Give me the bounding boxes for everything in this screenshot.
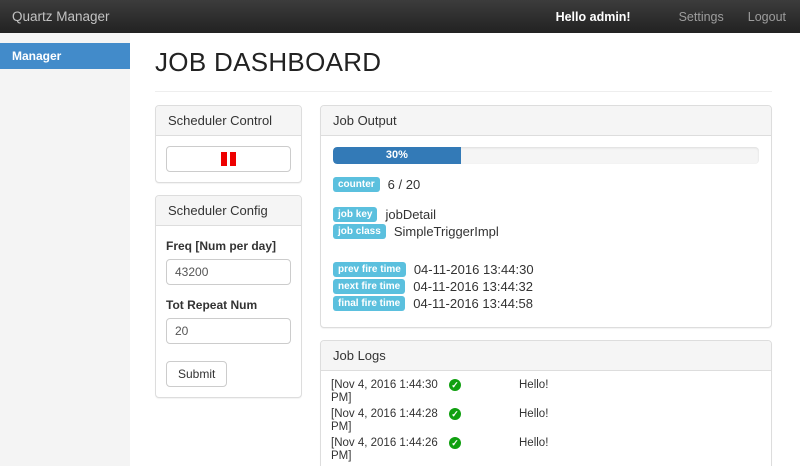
repeat-num-input[interactable]	[166, 318, 291, 344]
sidebar: Manager	[0, 33, 130, 466]
job-logs-body: [Nov 4, 2016 1:44:30 PM] ✓ Hello! [Nov 4…	[321, 371, 771, 466]
user-greeting: Hello admin!	[555, 9, 631, 24]
progress-bar-fill: 30%	[333, 147, 461, 164]
final-fire-time-badge: final fire time	[333, 296, 406, 311]
log-row: [Nov 4, 2016 1:44:30 PM] ✓ Hello!	[331, 376, 761, 405]
job-logs-title: Job Logs	[321, 341, 771, 371]
final-fire-time-line: final fire time 04-11-2016 13:44:58	[333, 296, 759, 311]
job-output-title: Job Output	[321, 106, 771, 136]
scheduler-control-title: Scheduler Control	[156, 106, 301, 136]
prev-fire-time-value: 04-11-2016 13:44:30	[413, 262, 534, 277]
freq-field-label: Freq [Num per day]	[166, 239, 277, 253]
logout-link[interactable]: Logout	[747, 9, 786, 24]
success-check-icon: ✓	[449, 437, 461, 449]
pause-icon	[221, 152, 227, 166]
counter-line: counter 6 / 20	[333, 177, 759, 192]
pause-icon	[230, 152, 236, 166]
submit-button[interactable]: Submit	[166, 361, 228, 387]
next-fire-time-value: 04-11-2016 13:44:32	[413, 279, 533, 294]
prev-fire-time-line: prev fire time 04-11-2016 13:44:30	[333, 262, 759, 277]
prev-fire-time-badge: prev fire time	[333, 262, 406, 277]
success-check-icon: ✓	[449, 408, 461, 420]
final-fire-time-value: 04-11-2016 13:44:58	[413, 296, 533, 311]
success-check-icon: ✓	[449, 379, 461, 391]
freq-input[interactable]	[166, 259, 291, 285]
spacer	[333, 241, 759, 262]
job-key-badge: job key	[333, 207, 378, 222]
page-title: JOB DASHBOARD	[155, 47, 772, 92]
next-fire-time-badge: next fire time	[333, 279, 406, 294]
log-timestamp: [Nov 4, 2016 1:44:26 PM]	[331, 437, 438, 462]
job-logs-panel: Job Logs [Nov 4, 2016 1:44:30 PM] ✓ Hell…	[320, 340, 772, 466]
scheduler-config-body: Freq [Num per day] Tot Repeat Num Submit	[156, 226, 301, 397]
scheduler-control-body	[156, 136, 301, 182]
job-output-panel: Job Output 30% counter 6 / 20 job key jo…	[320, 105, 772, 328]
left-column: Scheduler Control Scheduler Config Freq …	[155, 105, 302, 466]
log-message: Hello!	[519, 408, 549, 420]
repeat-num-field-label: Tot Repeat Num	[166, 298, 258, 312]
log-timestamp: [Nov 4, 2016 1:44:28 PM]	[331, 408, 438, 433]
job-class-value: SimpleTriggerImpl	[393, 224, 499, 239]
log-row: [Nov 4, 2016 1:44:28 PM] ✓ Hello!	[331, 405, 761, 434]
pause-scheduler-button[interactable]	[166, 146, 291, 172]
right-column: Job Output 30% counter 6 / 20 job key jo…	[320, 105, 772, 466]
scheduler-control-panel: Scheduler Control	[155, 105, 302, 183]
next-fire-time-line: next fire time 04-11-2016 13:44:32	[333, 279, 759, 294]
job-output-body: 30% counter 6 / 20 job key jobDetail job…	[321, 136, 771, 327]
sidebar-item-manager[interactable]: Manager	[0, 43, 130, 69]
log-message: Hello!	[519, 437, 549, 449]
app-brand[interactable]: Quartz Manager	[12, 9, 110, 24]
counter-value: 6 / 20	[387, 177, 421, 192]
job-key-line: job key jobDetail	[333, 207, 759, 222]
job-class-line: job class SimpleTriggerImpl	[333, 224, 759, 239]
log-row: [Nov 4, 2016 1:44:26 PM] ✓ Hello!	[331, 434, 761, 463]
counter-badge: counter	[333, 177, 380, 192]
scheduler-config-panel: Scheduler Config Freq [Num per day] Tot …	[155, 195, 302, 398]
job-key-value: jobDetail	[385, 207, 437, 222]
log-message: Hello!	[519, 379, 549, 391]
main-content: JOB DASHBOARD Scheduler Control Schedule…	[130, 33, 800, 466]
top-navbar: Quartz Manager Hello admin! Settings Log…	[0, 0, 800, 33]
log-timestamp: [Nov 4, 2016 1:44:30 PM]	[331, 379, 438, 404]
scheduler-config-title: Scheduler Config	[156, 196, 301, 226]
settings-link[interactable]: Settings	[678, 9, 724, 24]
progress-bar: 30%	[333, 147, 759, 164]
job-class-badge: job class	[333, 224, 386, 239]
